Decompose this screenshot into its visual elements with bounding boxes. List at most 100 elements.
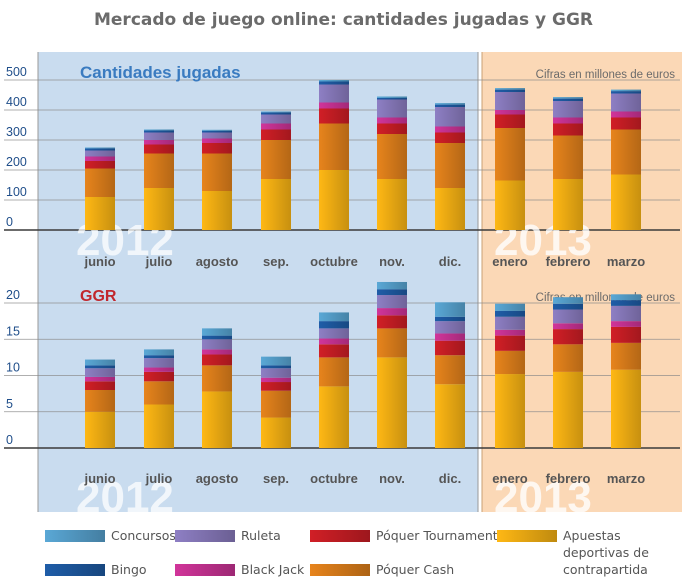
- bar-segment-bingo: [319, 81, 349, 85]
- bar-segment-black-jack: [319, 102, 349, 109]
- bar-segment-ruleta: [85, 150, 115, 157]
- bar-segment-ruleta: [85, 368, 115, 377]
- bar-segment-bingo: [435, 316, 465, 322]
- y-tick-label: 0: [6, 433, 13, 447]
- bar-segment-ruleta: [144, 358, 174, 368]
- year-watermark-2013: 2013: [494, 473, 592, 522]
- bar-segment-bingo: [319, 321, 349, 329]
- bar-segment-black-jack: [553, 117, 583, 124]
- bar-segment-p-quer-cash: [144, 153, 174, 188]
- x-tick-label: enero: [492, 254, 527, 269]
- bar-segment-concursos: [144, 129, 174, 131]
- x-tick-label: sep.: [263, 471, 289, 486]
- bar-segment-black-jack: [377, 117, 407, 124]
- bar-segment-black-jack: [495, 110, 525, 115]
- bar-segment-ruleta: [495, 316, 525, 330]
- x-tick-label: junio: [83, 471, 115, 486]
- legend-swatch: [310, 530, 370, 542]
- bar-segment-p-quer-cash: [261, 140, 291, 179]
- bar-segment-concursos: [261, 111, 291, 113]
- bar-segment-p-quer-tournament: [495, 114, 525, 128]
- legend-swatch: [497, 530, 557, 542]
- bar-segment-apuestas-deportivas-de-contrapartida: [144, 188, 174, 230]
- bar-segment-apuestas-deportivas-de-contrapartida: [377, 357, 407, 448]
- bar-segment-bingo: [85, 365, 115, 369]
- bar-segment-ruleta: [611, 305, 641, 322]
- bar-segment-apuestas-deportivas-de-contrapartida: [611, 174, 641, 230]
- bar-segment-p-quer-cash: [435, 143, 465, 188]
- bar-segment-bingo: [261, 365, 291, 369]
- bar-segment-p-quer-cash: [377, 134, 407, 179]
- bar-segment-apuestas-deportivas-de-contrapartida: [144, 404, 174, 448]
- bar-segment-bingo: [377, 98, 407, 100]
- bar-segment-bingo: [495, 310, 525, 317]
- bar-segment-p-quer-cash: [202, 153, 232, 191]
- bar-segment-bingo: [202, 130, 232, 133]
- x-tick-label: sep.: [263, 254, 289, 269]
- bar-segment-concursos: [202, 129, 232, 131]
- bar-segment-p-quer-cash: [85, 168, 115, 197]
- bar-segment-bingo: [435, 104, 465, 107]
- bar-segment-p-quer-tournament: [144, 371, 174, 382]
- bar-segment-concursos: [319, 80, 349, 82]
- x-tick-label: febrero: [546, 254, 591, 269]
- bar-segment-apuestas-deportivas-de-contrapartida: [261, 417, 291, 448]
- legend-swatch: [45, 530, 105, 542]
- bar-segment-p-quer-tournament: [377, 123, 407, 134]
- bar-segment-p-quer-cash: [319, 357, 349, 387]
- bar-segment-black-jack: [202, 138, 232, 143]
- bar-segment-bingo: [553, 303, 583, 310]
- x-tick-label: octubre: [310, 254, 358, 269]
- x-tick-label: marzo: [607, 471, 645, 486]
- bar-segment-p-quer-cash: [319, 123, 349, 170]
- x-tick-label: febrero: [546, 471, 591, 486]
- y-tick-label: 15: [6, 324, 20, 338]
- bar-segment-p-quer-tournament: [144, 144, 174, 154]
- legend-swatch: [45, 564, 105, 576]
- x-tick-label: octubre: [310, 471, 358, 486]
- bar-segment-ruleta: [261, 114, 291, 124]
- bar-segment-ruleta: [553, 309, 583, 324]
- bar-segment-p-quer-cash: [435, 355, 465, 385]
- legend-label: Póquer Cash: [376, 562, 455, 577]
- bar-segment-concursos: [202, 328, 232, 336]
- bar-segment-ruleta: [202, 339, 232, 350]
- bar-segment-apuestas-deportivas-de-contrapartida: [495, 180, 525, 230]
- bar-segment-apuestas-deportivas-de-contrapartida: [435, 188, 465, 230]
- bar-segment-apuestas-deportivas-de-contrapartida: [85, 411, 115, 448]
- bar-segment-concursos: [553, 97, 583, 99]
- bar-segment-bingo: [377, 289, 407, 296]
- x-tick-label: agosto: [196, 471, 239, 486]
- bar-segment-apuestas-deportivas-de-contrapartida: [319, 386, 349, 448]
- bar-segment-p-quer-tournament: [261, 129, 291, 140]
- legend-label: Apuestas deportivas de contrapartida: [563, 528, 649, 577]
- bar-segment-p-quer-tournament: [202, 354, 232, 366]
- bar-segment-bingo: [553, 98, 583, 101]
- bar-segment-apuestas-deportivas-de-contrapartida: [553, 179, 583, 230]
- x-tick-label: dic.: [439, 254, 461, 269]
- bar-segment-p-quer-tournament: [435, 132, 465, 143]
- bar-segment-black-jack: [495, 329, 525, 336]
- bar-segment-p-quer-cash: [553, 135, 583, 179]
- bar-segment-apuestas-deportivas-de-contrapartida: [495, 374, 525, 448]
- bar-segment-bingo: [611, 91, 641, 94]
- bar-segment-apuestas-deportivas-de-contrapartida: [435, 384, 465, 448]
- y-tick-label: 5: [6, 397, 13, 411]
- bar-segment-ruleta: [319, 84, 349, 103]
- bar-segment-p-quer-tournament: [85, 161, 115, 169]
- y-tick-label: 10: [6, 361, 20, 375]
- bar-segment-black-jack: [553, 323, 583, 330]
- bar-segment-concursos: [611, 89, 641, 92]
- x-tick-label: nov.: [379, 471, 405, 486]
- chart-main-title: Mercado de juego online: cantidades juga…: [93, 10, 593, 30]
- bar-segment-p-quer-cash: [553, 344, 583, 372]
- x-tick-label: julio: [145, 254, 173, 269]
- bar-segment-black-jack: [144, 367, 174, 372]
- bar-segment-apuestas-deportivas-de-contrapartida: [85, 197, 115, 230]
- bar-segment-apuestas-deportivas-de-contrapartida: [202, 391, 232, 448]
- bar-segment-concursos: [85, 147, 115, 149]
- bar-segment-p-quer-cash: [611, 342, 641, 370]
- x-tick-label: junio: [83, 254, 115, 269]
- units-note: Cifras en millones de euros: [536, 69, 676, 81]
